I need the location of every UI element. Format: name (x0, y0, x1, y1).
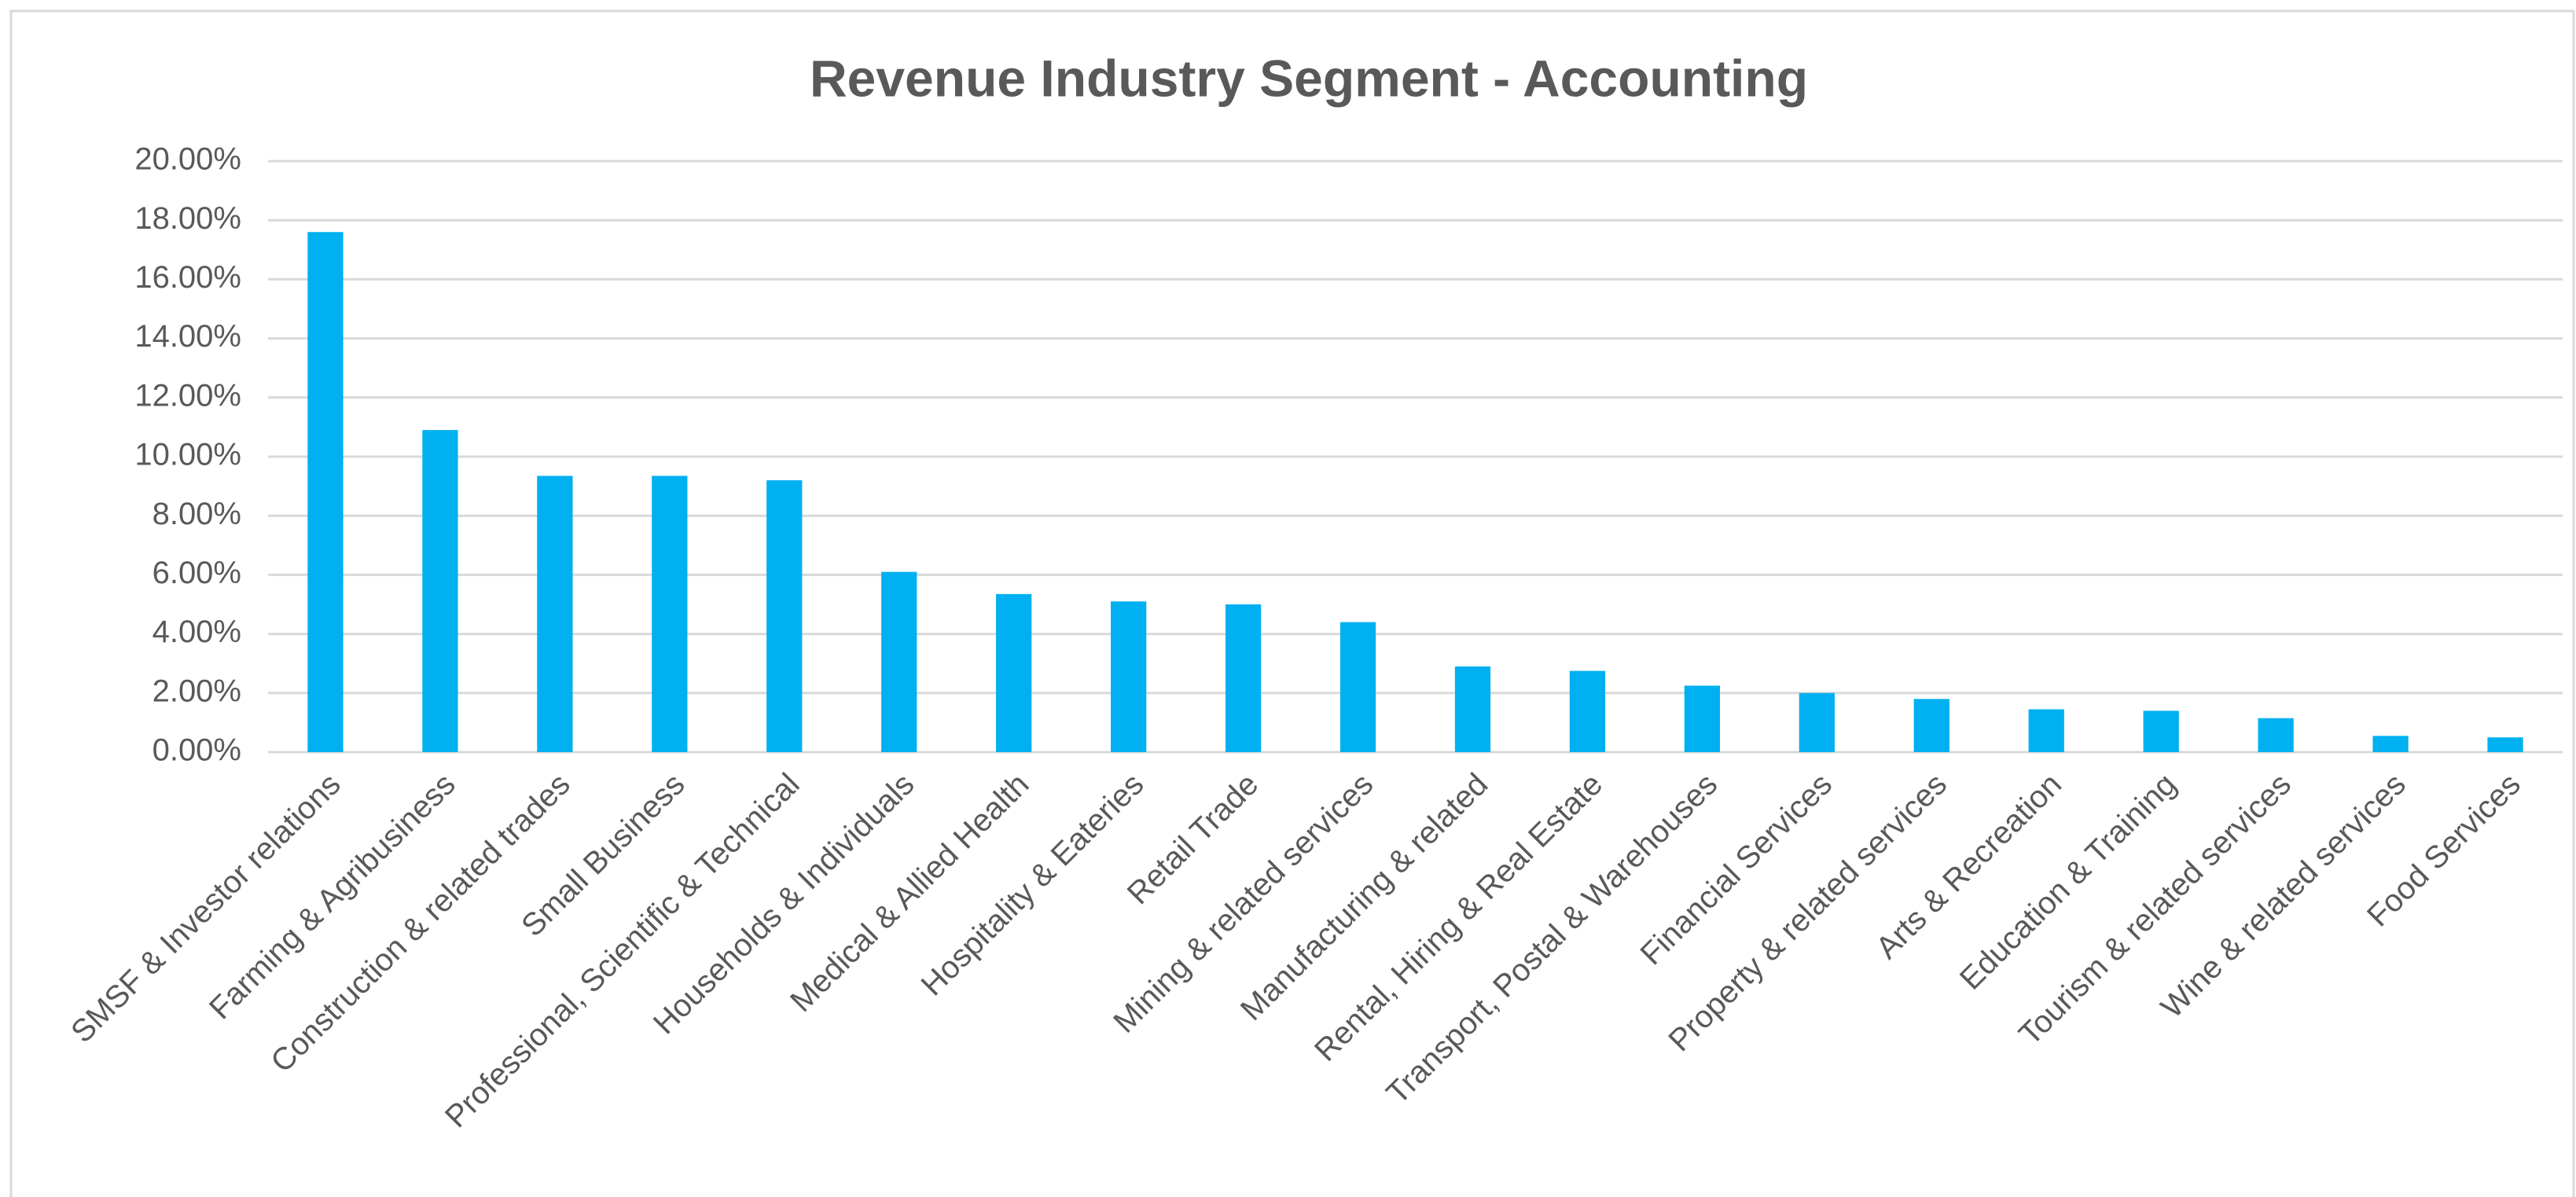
x-tick-label: Education & Training (1953, 767, 2183, 997)
bar (1111, 601, 1147, 752)
y-tick-label: 20.00% (134, 142, 241, 177)
y-tick-label: 0.00% (153, 733, 241, 768)
y-tick-label: 16.00% (134, 260, 241, 295)
bar (1569, 670, 1606, 752)
y-tick-label: 14.00% (134, 319, 241, 354)
y-tick-label: 18.00% (134, 201, 241, 236)
y-tick-label: 4.00% (153, 615, 241, 649)
bar (2143, 710, 2179, 752)
bar (766, 480, 803, 752)
y-tick-label: 8.00% (153, 497, 241, 531)
bar (996, 593, 1032, 752)
bar (1684, 685, 1720, 752)
bar (881, 571, 917, 752)
y-tick-label: 10.00% (134, 438, 241, 472)
y-tick-label: 12.00% (134, 378, 241, 413)
bar (2028, 709, 2064, 752)
y-tick-label: 2.00% (153, 674, 241, 708)
bar (1913, 699, 1949, 752)
bar (2487, 737, 2523, 752)
y-tick-label: 6.00% (153, 556, 241, 590)
chart-border (9, 9, 2575, 1197)
bar (422, 430, 458, 752)
bar (1225, 604, 1262, 752)
bar (2372, 736, 2409, 752)
bar (2258, 718, 2294, 752)
bar (1454, 666, 1491, 752)
bar (652, 475, 688, 752)
x-tick-label: Hospitality & Eateries (915, 767, 1151, 1003)
x-tick-label: Medical & Allied Health (784, 767, 1035, 1019)
x-tick-label: Financial Services (1634, 767, 1839, 972)
bar (307, 232, 344, 752)
bar (537, 475, 573, 752)
bar (1339, 622, 1376, 752)
chart-title: Revenue Industry Segment - Accounting (810, 49, 1808, 107)
bar (1799, 692, 1835, 752)
